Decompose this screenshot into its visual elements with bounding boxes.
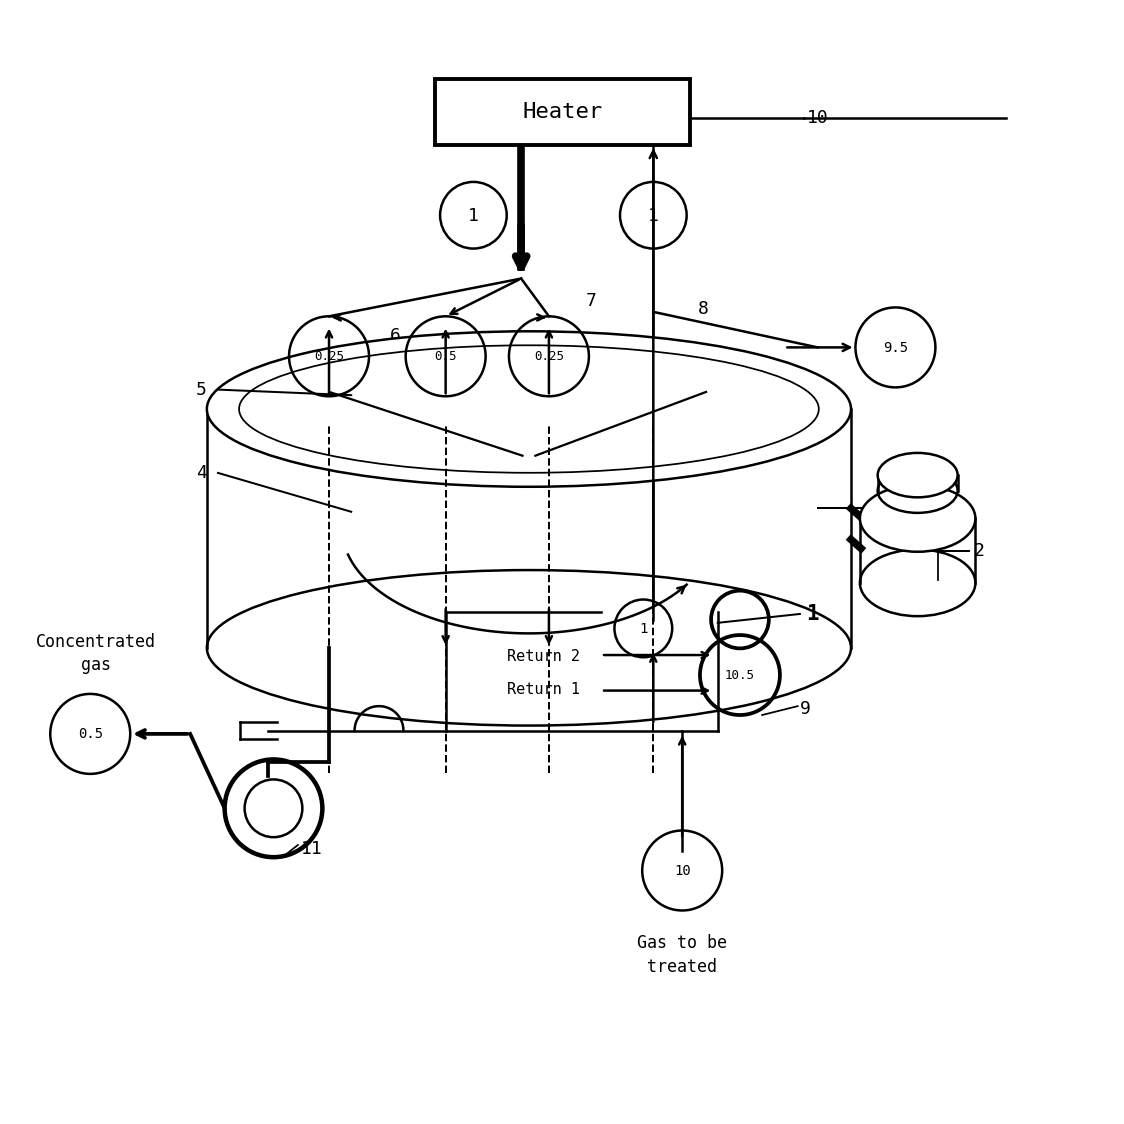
Text: 8: 8 [697,300,708,318]
Text: 1: 1 [647,207,659,225]
FancyBboxPatch shape [434,79,690,146]
Text: 1: 1 [468,207,479,225]
Text: 10: 10 [673,863,690,878]
Text: 0.25: 0.25 [534,351,563,363]
Text: 9: 9 [799,699,810,717]
Ellipse shape [860,486,975,552]
Text: 0.25: 0.25 [314,351,344,363]
Text: 10: 10 [806,109,828,127]
Ellipse shape [877,453,958,498]
Text: 11: 11 [301,840,323,858]
Text: Return 1: Return 1 [507,682,580,697]
Ellipse shape [207,332,851,487]
Text: 1: 1 [806,605,819,624]
Text: 7: 7 [586,292,596,310]
Text: Gas to be
treated: Gas to be treated [637,934,727,976]
Text: Heater: Heater [522,102,602,123]
Text: 3: 3 [883,500,895,518]
Text: 6: 6 [390,327,401,345]
Text: 0.5: 0.5 [78,727,102,741]
Text: 2: 2 [972,542,984,560]
Text: Return 2: Return 2 [507,649,580,664]
Text: 1: 1 [638,622,647,635]
Text: 4: 4 [196,464,207,482]
Text: 5: 5 [196,381,207,399]
Text: Concentrated
gas: Concentrated gas [36,632,156,673]
Text: 0.5: 0.5 [434,351,456,363]
Text: 10.5: 10.5 [725,669,754,682]
Text: 9.5: 9.5 [882,341,907,355]
